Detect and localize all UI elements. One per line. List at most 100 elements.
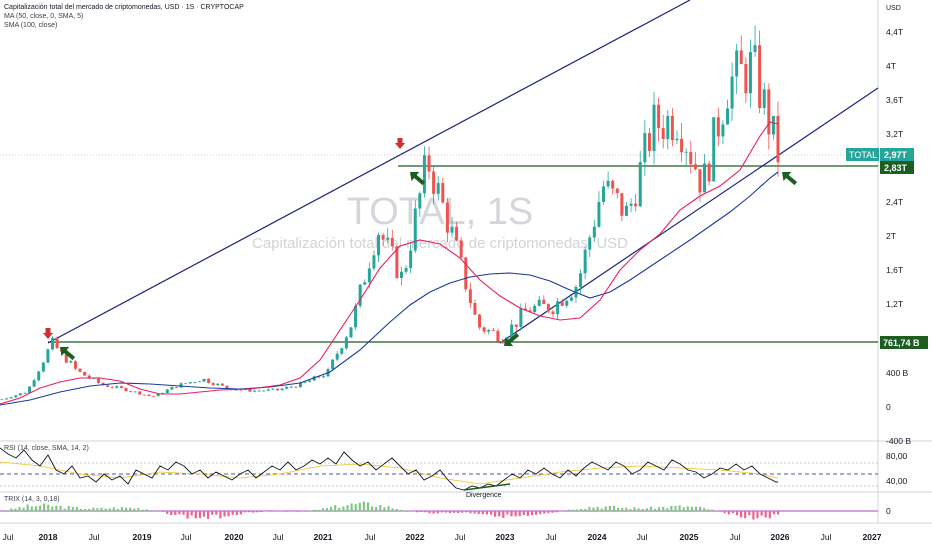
candle-down[interactable] <box>147 394 151 396</box>
candle-down[interactable] <box>174 386 178 388</box>
candle-down[interactable] <box>55 338 59 349</box>
candle-up[interactable] <box>602 186 606 202</box>
candle-up[interactable] <box>643 133 647 163</box>
candle-down[interactable] <box>707 163 711 182</box>
candle-up[interactable] <box>354 305 358 328</box>
candle-up[interactable] <box>289 386 293 388</box>
candle-down[interactable] <box>767 89 771 135</box>
trix-legend[interactable]: TRIX (14, 3, 0,18) <box>4 496 60 503</box>
candle-up[interactable] <box>115 386 119 388</box>
candle-up[interactable] <box>730 76 734 109</box>
candle-up[interactable] <box>762 89 766 108</box>
candle-down[interactable] <box>427 155 431 172</box>
candle-down[interactable] <box>119 386 123 388</box>
candle-down[interactable] <box>211 383 215 386</box>
candle-up[interactable] <box>565 300 569 306</box>
candle-up[interactable] <box>597 201 601 227</box>
candle-up[interactable] <box>37 371 41 381</box>
candle-up[interactable] <box>41 362 45 372</box>
candle-down[interactable] <box>758 45 762 108</box>
candle-up[interactable] <box>592 226 596 238</box>
candle-up[interactable] <box>436 183 440 194</box>
candle-down[interactable] <box>101 382 105 386</box>
candle-down[interactable] <box>395 246 399 279</box>
candle-down[interactable] <box>78 368 82 372</box>
candle-down[interactable] <box>551 311 555 315</box>
candle-down[interactable] <box>560 301 564 306</box>
candle-down[interactable] <box>500 341 504 344</box>
candle-down[interactable] <box>83 371 87 376</box>
candle-up[interactable] <box>404 268 408 272</box>
sma-legend[interactable]: SMA (100, close) <box>4 22 58 29</box>
candle-up[interactable] <box>253 390 257 392</box>
candle-down[interactable] <box>294 386 298 388</box>
candle-down[interactable] <box>776 115 780 163</box>
candle-up[interactable] <box>735 50 739 77</box>
candle-up[interactable] <box>703 163 707 193</box>
candle-down[interactable] <box>239 389 243 391</box>
candle-down[interactable] <box>64 351 68 363</box>
candle-down[interactable] <box>455 226 459 241</box>
candle-down[interactable] <box>473 303 477 315</box>
candle-up[interactable] <box>18 393 22 396</box>
candle-up[interactable] <box>510 324 514 338</box>
candle-up[interactable] <box>684 151 688 153</box>
candle-up[interactable] <box>588 237 592 250</box>
candle-down[interactable] <box>110 386 114 388</box>
candle-down[interactable] <box>441 183 445 203</box>
candle-down[interactable] <box>496 330 500 342</box>
candle-down[interactable] <box>220 383 224 386</box>
price-axis[interactable]: USD 4,4T 4T 3,6T 3,2T 2,4T 2T 1,6T 1,2T … <box>886 5 911 446</box>
candle-down[interactable] <box>689 151 693 165</box>
candle-up[interactable] <box>363 282 367 285</box>
candle-down[interactable] <box>432 171 436 194</box>
candle-up[interactable] <box>5 398 9 400</box>
sma-100-line[interactable] <box>0 171 779 406</box>
candle-down[interactable] <box>468 289 472 304</box>
candle-up[interactable] <box>285 386 289 389</box>
candle-up[interactable] <box>46 349 50 363</box>
candle-up[interactable] <box>335 353 339 360</box>
rsi-panel[interactable]: Divergence 80,00 40,00 <box>0 447 908 499</box>
candle-up[interactable] <box>303 382 307 383</box>
candle-up[interactable] <box>569 297 573 301</box>
candle-down[interactable] <box>620 193 624 216</box>
candle-down[interactable] <box>680 138 684 153</box>
candle-down[interactable] <box>478 314 482 328</box>
candle-up[interactable] <box>579 273 583 287</box>
candle-down[interactable] <box>317 376 321 378</box>
candle-up[interactable] <box>257 390 261 392</box>
candle-down[interactable] <box>381 235 385 240</box>
candle-up[interactable] <box>156 393 160 397</box>
ma-legend[interactable]: MA (50, close, 0, SMA, 5) <box>4 13 84 20</box>
candle-up[interactable] <box>422 155 426 194</box>
candle-up[interactable] <box>487 329 491 332</box>
candle-down[interactable] <box>657 104 661 129</box>
candle-up[interactable] <box>349 327 353 338</box>
candle-up[interactable] <box>675 138 679 141</box>
candle-up[interactable] <box>606 180 610 187</box>
candle-up[interactable] <box>377 235 381 256</box>
candle-up[interactable] <box>165 389 169 394</box>
candle-down[interactable] <box>615 188 619 194</box>
chart-title[interactable]: Capitalización total del mercado de crip… <box>4 4 244 11</box>
trix-panel[interactable]: 0 <box>0 501 891 520</box>
candle-up[interactable] <box>409 250 413 269</box>
candle-down[interactable] <box>152 395 156 397</box>
candle-up[interactable] <box>748 51 752 94</box>
candle-down[interactable] <box>528 310 532 313</box>
candle-up[interactable] <box>666 115 670 140</box>
candle-up[interactable] <box>308 380 312 383</box>
candle-down[interactable] <box>129 391 133 392</box>
candle-down[interactable] <box>647 133 651 151</box>
candle-down[interactable] <box>661 128 665 140</box>
candle-up[interactable] <box>161 393 165 394</box>
candle-down[interactable] <box>546 304 550 312</box>
candle-up[interactable] <box>771 115 775 135</box>
candle-down[interactable] <box>138 391 142 395</box>
candle-down[interactable] <box>73 361 77 369</box>
candle-down[interactable] <box>225 385 229 389</box>
candle-up[interactable] <box>321 376 325 378</box>
candle-down[interactable] <box>96 378 100 383</box>
